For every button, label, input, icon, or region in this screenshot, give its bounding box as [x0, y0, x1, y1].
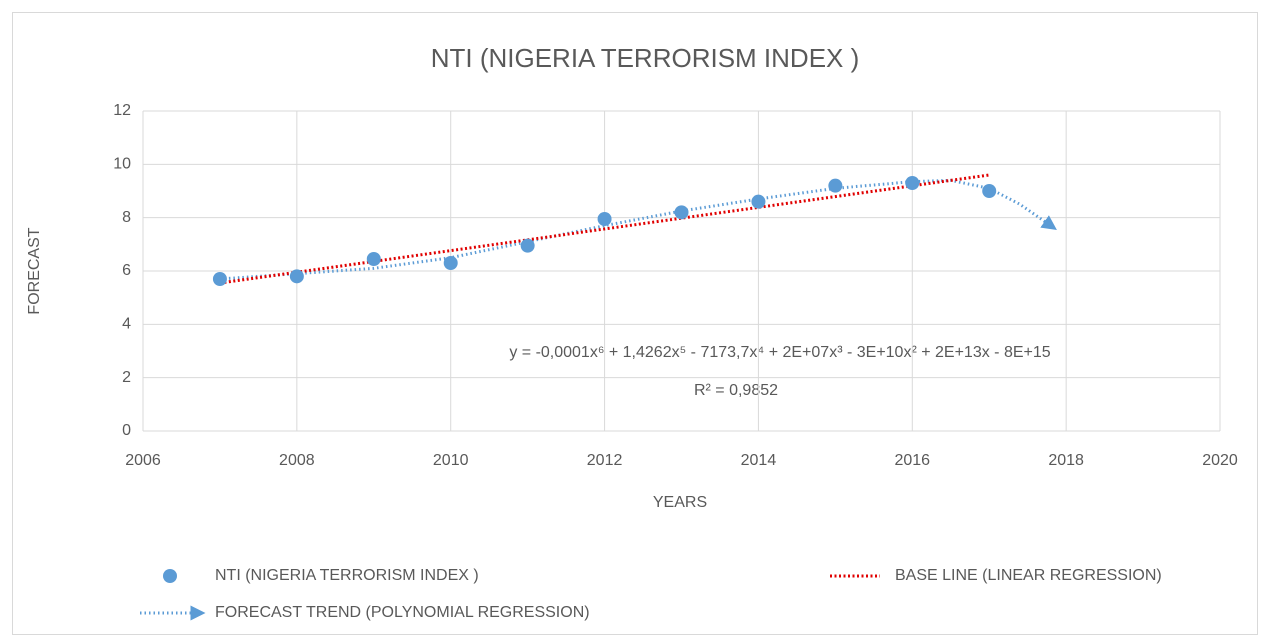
equation: y = -0,0001x⁶ + 1,4262x⁵ - 7173,7x⁴ + 2E… [509, 344, 1050, 361]
legend-label: NTI (NIGERIA TERRORISM INDEX ) [215, 567, 479, 584]
data-point [443, 256, 458, 270]
chart-title: NTI (NIGERIA TERRORISM INDEX ) [431, 43, 860, 73]
r-squared: R² = 0,9852 [694, 382, 778, 399]
data-point [982, 184, 997, 198]
y-tick-label: 6 [122, 262, 131, 279]
x-tick-label: 2012 [587, 452, 623, 469]
x-tick-label: 2020 [1202, 452, 1238, 469]
legend-label: FORECAST TREND (POLYNOMIAL REGRESSION) [215, 604, 590, 621]
legend-label: BASE LINE (LINEAR REGRESSION) [895, 567, 1162, 584]
data-point [289, 269, 304, 284]
x-axis-label: YEARS [653, 494, 707, 511]
y-tick-label: 12 [113, 102, 131, 119]
x-tick-label: 2014 [741, 452, 777, 469]
y-tick-label: 4 [122, 316, 131, 333]
x-tick-label: 2008 [279, 452, 315, 469]
x-tick-label: 2006 [125, 452, 161, 469]
x-tick-label: 2010 [433, 452, 469, 469]
trend-line [219, 178, 1057, 281]
chart-border [12, 12, 1258, 635]
data-point [212, 272, 227, 286]
data-point [674, 205, 689, 220]
data-point [597, 212, 612, 226]
trend-line [219, 173, 990, 285]
data-point [520, 238, 535, 253]
x-tick-label: 2018 [1048, 452, 1084, 469]
y-tick-label: 8 [122, 209, 131, 226]
data-point [366, 252, 381, 266]
y-tick-label: 0 [122, 422, 131, 439]
data-point [751, 194, 766, 209]
x-tick-label: 2016 [894, 452, 930, 469]
y-tick-label: 10 [113, 156, 131, 173]
data-point [905, 176, 920, 190]
y-tick-label: 2 [122, 369, 131, 386]
legend-marker [163, 569, 177, 583]
data-point [828, 178, 843, 193]
y-axis-label: FORECAST [26, 227, 43, 314]
